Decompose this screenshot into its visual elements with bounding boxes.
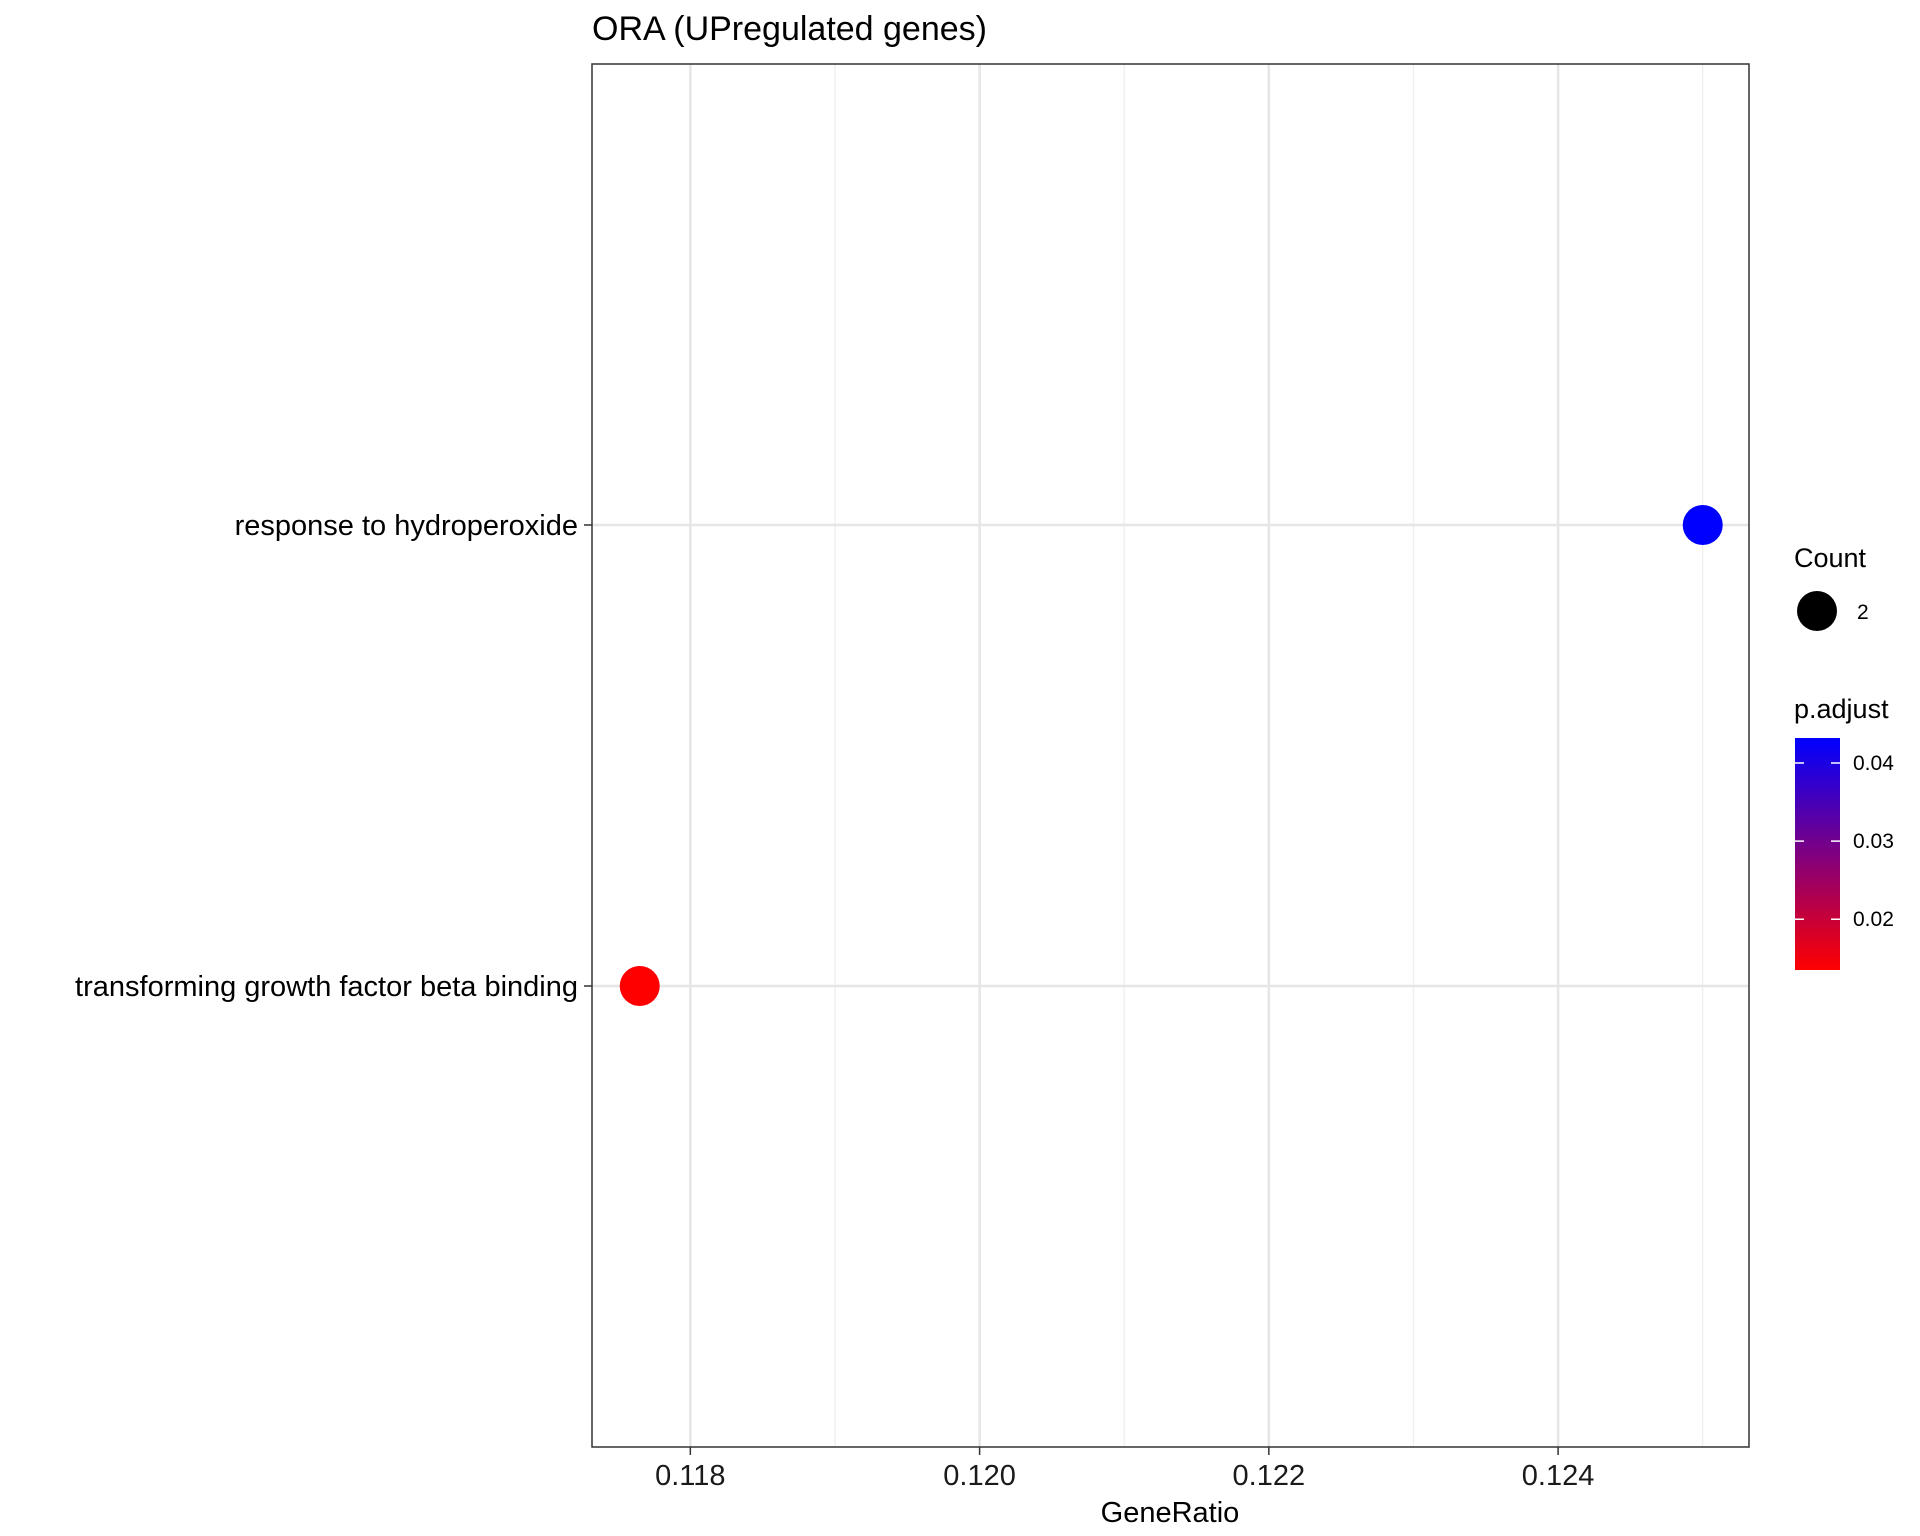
x-tick-label: 0.124 [1522,1460,1595,1492]
x-tick-label: 0.122 [1233,1460,1306,1492]
grid-lines [592,64,1749,1447]
data-point [1682,505,1723,545]
y-tick-label: response to hydroperoxide [235,510,578,542]
x-axis: 0.118 0.120 0.122 0.124 [655,1447,1594,1492]
x-tick-label: 0.118 [655,1460,725,1492]
x-tick-label: 0.120 [943,1460,1016,1492]
padjust-legend: p.adjust 0.02 0.03 0.04 [1794,694,1894,970]
chart-title: ORA (UPregulated genes) [592,10,987,48]
y-tick-label: transforming growth factor beta binding [75,971,578,1003]
count-legend-items: 2 [1797,591,1869,631]
count-legend: Count 2 [1794,543,1869,631]
data-points [619,505,1723,1006]
count-legend-title: Count [1794,543,1867,573]
x-axis-label: GeneRatio [1101,1497,1240,1529]
padjust-colorbar-ticks: 0.02 0.03 0.04 [1795,752,1894,931]
padjust-legend-title: p.adjust [1794,694,1889,724]
count-legend-key [1797,591,1837,631]
count-legend-label: 2 [1857,601,1869,624]
data-point [619,966,660,1006]
colorbar-tick-label: 0.02 [1853,908,1894,931]
plot-panel-border [591,63,1750,1448]
colorbar-tick-label: 0.04 [1853,752,1894,775]
padjust-colorbar [1795,738,1840,970]
colorbar-tick-label: 0.03 [1853,830,1894,853]
y-axis: response to hydroperoxide transforming gr… [75,510,592,1003]
plot-panel-background [592,64,1749,1447]
legend: Count 2 p.adjust 0.02 0.03 0.04 [1794,543,1894,970]
